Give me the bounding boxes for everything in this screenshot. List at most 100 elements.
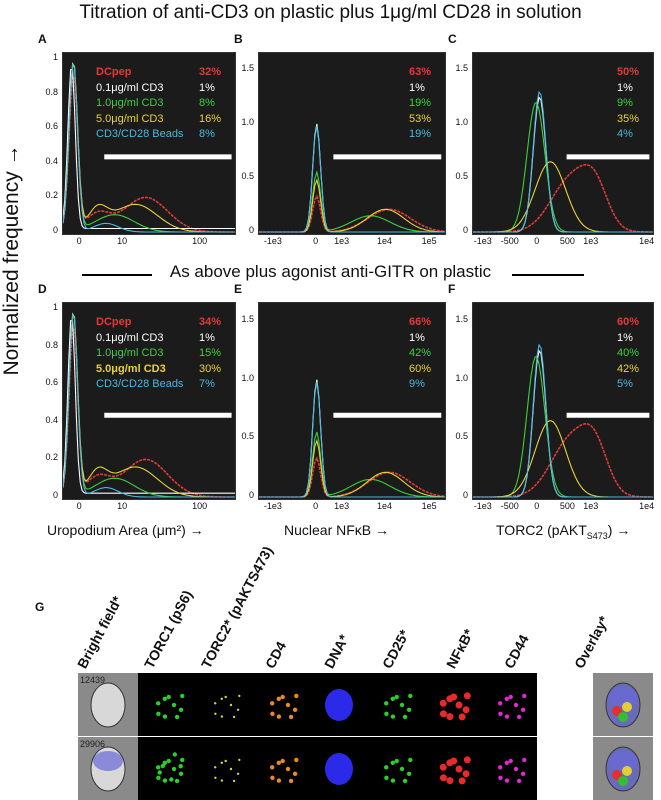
plot-area-b [258, 52, 446, 235]
cell-image [593, 737, 653, 800]
series-line-0 [63, 325, 235, 498]
y-tick-label: 1 [52, 302, 58, 312]
y-tick-label: 0.8 [45, 86, 58, 97]
x-tick-label: -1e3 [473, 501, 492, 511]
legend-entry: 5.0μg/ml CD3 [96, 362, 166, 375]
panel-label-e: E [234, 282, 243, 296]
cell-image [252, 737, 309, 800]
channel-header: Bright field* [73, 593, 126, 671]
legend-entry: CD3/CD28 Beads [96, 128, 184, 140]
percentage-label: 1% [199, 81, 215, 94]
x-tick-label: 1e4 [639, 501, 655, 511]
series-line-4 [473, 343, 653, 498]
x-label-uropodium: Uropodium Area (μm²) → [47, 522, 204, 538]
y-tick-label: 1.0 [241, 116, 254, 127]
percentage-label: 7% [199, 378, 215, 390]
plot-area-e [258, 302, 446, 500]
cell-image-row [78, 673, 653, 736]
series-line-0 [473, 422, 653, 498]
series-line-0 [473, 163, 653, 233]
cell-image [480, 673, 537, 736]
cell-image [252, 673, 309, 736]
series-line-2 [259, 170, 445, 233]
percentage-label: 1% [617, 331, 633, 344]
series-line-1 [259, 123, 445, 233]
cell-image [480, 737, 537, 800]
y-tick-label: 0.2 [45, 190, 58, 201]
y-axis-label: Normalized frequency → [0, 144, 23, 376]
channel-header: TORC1 (pS6) [140, 587, 196, 671]
percentage-label: 8% [199, 128, 215, 140]
x-tick-label: 1e4 [376, 236, 392, 246]
cell-image [138, 673, 195, 736]
x-tick-label: 0 [313, 501, 319, 511]
y-tick-label: 0.8 [45, 339, 58, 350]
cell-image [138, 737, 195, 800]
panel-label-d: D [38, 282, 47, 296]
x-tick-label: 1e3 [583, 501, 599, 511]
series-line-4 [63, 313, 235, 498]
panel-label-g: G [35, 600, 45, 614]
cell-image [423, 737, 480, 800]
y-tick-label: 0.4 [45, 155, 58, 166]
channel-header: DNA* [320, 631, 352, 671]
series-line-3 [259, 178, 445, 233]
y-tick-label: 0 [248, 490, 254, 500]
legend-entry: DCpep [96, 316, 132, 328]
y-tick-label: 0.5 [455, 170, 468, 181]
x-tick-label: 10 [117, 236, 128, 246]
x-tick-label: 500 [559, 501, 575, 511]
percentage-label: 1% [409, 81, 425, 94]
x-tick-label: -500 [500, 236, 519, 246]
y-tick-label: 0.5 [241, 170, 254, 181]
cell-image-row [78, 737, 653, 800]
percentage-label: 16% [199, 112, 222, 125]
percentage-label: 60% [617, 316, 640, 328]
cell-image [195, 673, 252, 736]
channel-header: CD4 [261, 638, 290, 671]
legend-entry: 0.1μg/ml CD3 [96, 81, 164, 94]
series-line-3 [473, 420, 653, 498]
cell-image [195, 737, 252, 800]
y-tick-label: 0 [248, 225, 254, 235]
histogram-svg [63, 61, 235, 233]
cell-image [78, 737, 138, 800]
percentage-label: 42% [617, 362, 640, 375]
cell-image [78, 673, 138, 736]
y-tick-label: 1.5 [241, 313, 254, 324]
x-tick-label: 1e3 [583, 236, 599, 246]
percentage-label: 4% [617, 128, 633, 140]
x-tick-label: 1e5 [421, 501, 437, 511]
plot-area-f [472, 302, 654, 500]
percentage-label: 1% [617, 81, 633, 94]
y-tick-label: 0 [52, 225, 58, 235]
x-tick-label: 0 [76, 501, 82, 511]
histogram-svg [259, 123, 445, 233]
panel-label-b: B [234, 32, 243, 46]
histogram-svg [259, 379, 445, 498]
percentage-label: 19% [409, 128, 432, 140]
cell-image [593, 673, 653, 736]
panel-label-c: C [448, 32, 457, 46]
cell-id-label: 29906 [80, 739, 106, 749]
separator-left [82, 274, 152, 276]
x-tick-label: -1e3 [263, 236, 282, 246]
x-tick-label: 0 [534, 236, 540, 246]
channel-header: Overlay* [570, 613, 612, 671]
cell-image [423, 673, 480, 736]
panel-label-a: A [38, 32, 47, 46]
y-tick-label: 0.6 [45, 377, 58, 388]
percentage-label: 60% [409, 362, 432, 375]
percentage-label: 32% [199, 66, 222, 78]
gate-bar [566, 412, 650, 418]
y-tick-label: 0.5 [455, 431, 468, 442]
legend-entry: 5.0μg/ml CD3 [96, 112, 164, 125]
percentage-label: 63% [409, 66, 432, 78]
y-tick-label: 1 [52, 52, 58, 62]
x-tick-label: 0 [313, 236, 319, 246]
x-tick-label: 1e5 [421, 236, 437, 246]
percentage-label: 42% [409, 347, 432, 359]
channel-header: TORC2* (pAKTS473) [197, 543, 276, 671]
channel-header: CD44 [500, 631, 532, 671]
plot-area-c [472, 52, 654, 235]
